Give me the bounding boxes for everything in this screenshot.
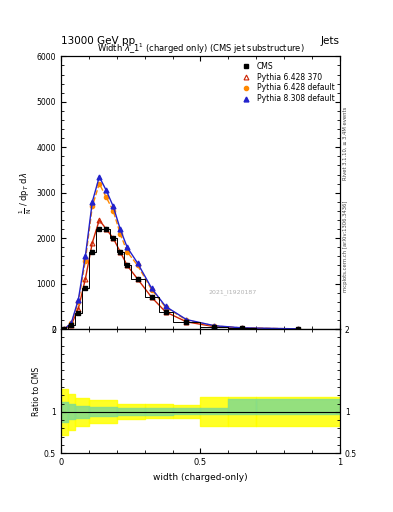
CMS — [83, 285, 88, 291]
Pythia 6.428 default — [296, 326, 300, 332]
Pythia 6.428 default — [163, 304, 168, 310]
Pythia 6.428 370 — [135, 276, 140, 282]
Line: Pythia 6.428 370: Pythia 6.428 370 — [62, 218, 301, 332]
Pythia 8.308 default — [69, 319, 74, 326]
Line: CMS: CMS — [62, 227, 300, 331]
Pythia 6.428 370 — [97, 217, 102, 223]
Pythia 6.428 default — [118, 230, 123, 237]
Pythia 8.308 default — [76, 296, 81, 303]
Pythia 6.428 370 — [69, 322, 74, 328]
Pythia 6.428 370 — [104, 226, 108, 232]
CMS — [97, 226, 102, 232]
Pythia 6.428 default — [240, 325, 244, 331]
CMS — [90, 249, 95, 255]
Line: Pythia 6.428 default: Pythia 6.428 default — [62, 182, 300, 331]
Line: Pythia 8.308 default: Pythia 8.308 default — [62, 175, 301, 332]
CMS — [296, 326, 300, 332]
Text: 2021_I1920187: 2021_I1920187 — [209, 290, 257, 295]
Y-axis label: $\frac{1}{\mathrm{N}}$ / $\mathrm{d}\mathrm{p}_T$ $\mathrm{d}\lambda$: $\frac{1}{\mathrm{N}}$ / $\mathrm{d}\mat… — [17, 172, 34, 214]
Pythia 6.428 370 — [111, 235, 116, 241]
Pythia 6.428 default — [212, 323, 217, 329]
Pythia 8.308 default — [184, 316, 189, 323]
Pythia 6.428 default — [184, 317, 189, 323]
Pythia 8.308 default — [125, 244, 130, 250]
Pythia 8.308 default — [104, 187, 108, 194]
Pythia 8.308 default — [149, 285, 154, 291]
Title: Width $\lambda\_1^1$ (charged only) (CMS jet substructure): Width $\lambda\_1^1$ (charged only) (CMS… — [97, 42, 304, 56]
Pythia 8.308 default — [135, 260, 140, 266]
Pythia 8.308 default — [62, 326, 67, 332]
Pythia 6.428 370 — [212, 324, 217, 330]
Pythia 8.308 default — [97, 174, 102, 180]
Pythia 6.428 370 — [83, 276, 88, 282]
Pythia 6.428 default — [104, 194, 108, 200]
Pythia 8.308 default — [240, 325, 244, 331]
Pythia 6.428 370 — [118, 249, 123, 255]
Pythia 6.428 370 — [296, 326, 300, 332]
Pythia 6.428 370 — [125, 262, 130, 268]
Pythia 6.428 370 — [76, 306, 81, 312]
Pythia 6.428 default — [149, 287, 154, 293]
Pythia 8.308 default — [212, 323, 217, 329]
CMS — [69, 323, 74, 329]
Pythia 8.308 default — [118, 226, 123, 232]
Pythia 8.308 default — [111, 203, 116, 209]
Pythia 6.428 370 — [163, 309, 168, 315]
Pythia 6.428 default — [135, 262, 140, 268]
CMS — [118, 249, 123, 255]
CMS — [125, 262, 130, 268]
X-axis label: width (charged-only): width (charged-only) — [153, 473, 248, 482]
Text: mcplots.cern.ch [arXiv:1306.3436]: mcplots.cern.ch [arXiv:1306.3436] — [343, 200, 348, 291]
CMS — [163, 309, 168, 315]
CMS — [149, 294, 154, 301]
Pythia 6.428 default — [83, 258, 88, 264]
Pythia 6.428 370 — [240, 325, 244, 331]
Pythia 8.308 default — [83, 253, 88, 260]
Pythia 6.428 default — [76, 299, 81, 305]
Pythia 6.428 default — [97, 181, 102, 187]
Text: Rivet 3.1.10, ≥ 3.4M events: Rivet 3.1.10, ≥ 3.4M events — [343, 106, 348, 180]
CMS — [212, 324, 217, 330]
CMS — [135, 276, 140, 282]
Pythia 6.428 default — [62, 326, 67, 332]
Pythia 6.428 370 — [149, 294, 154, 301]
Pythia 6.428 default — [90, 203, 95, 209]
CMS — [111, 235, 116, 241]
Pythia 6.428 370 — [90, 240, 95, 246]
Pythia 8.308 default — [163, 303, 168, 309]
Y-axis label: Ratio to CMS: Ratio to CMS — [32, 367, 41, 416]
CMS — [76, 310, 81, 316]
CMS — [62, 326, 67, 332]
Pythia 6.428 default — [125, 249, 130, 255]
Pythia 6.428 default — [111, 208, 116, 214]
Pythia 6.428 370 — [184, 319, 189, 325]
Pythia 8.308 default — [90, 199, 95, 205]
Text: Jets: Jets — [321, 36, 340, 46]
Pythia 8.308 default — [296, 326, 300, 332]
CMS — [184, 319, 189, 325]
CMS — [240, 325, 244, 331]
Pythia 6.428 370 — [62, 326, 67, 332]
Pythia 6.428 default — [69, 320, 74, 326]
Legend: CMS, Pythia 6.428 370, Pythia 6.428 default, Pythia 8.308 default: CMS, Pythia 6.428 370, Pythia 6.428 defa… — [237, 60, 336, 105]
Text: 13000 GeV pp: 13000 GeV pp — [61, 36, 135, 46]
CMS — [104, 226, 108, 232]
